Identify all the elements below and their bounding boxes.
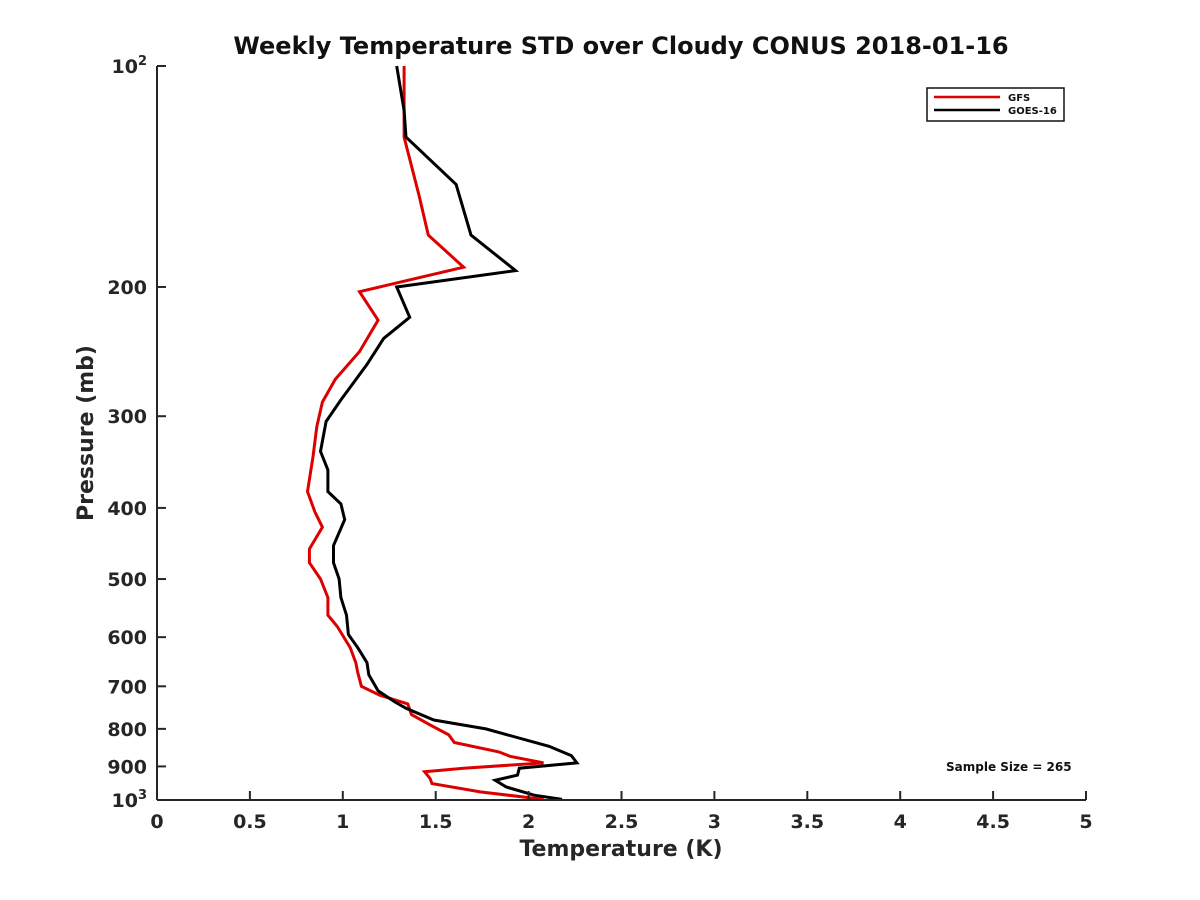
x-tick-label: 0 [150,811,163,833]
y-tick-label: 102 [112,54,148,78]
y-tick-label: 900 [107,756,147,778]
series-layer [305,65,580,801]
x-tick-label: 2 [522,811,535,833]
x-tick-label: 2.5 [605,811,639,833]
x-ticks: 0 0.5 1 1.5 2 2.5 3 3.5 4 4.5 5 [150,791,1093,833]
y-tick-label: 500 [107,569,147,591]
x-tick-label: 3 [708,811,721,833]
chart-title: Weekly Temperature STD over Cloudy CONUS… [233,32,1008,60]
x-tick-label: 1 [336,811,349,833]
plot-area [157,66,1086,800]
x-tick-label: 1.5 [419,811,453,833]
legend: GFS GOES-16 [926,87,1065,122]
legend-box [926,87,1065,122]
sample-size-annotation: Sample Size = 265 [946,760,1072,774]
y-tick-label: 103 [112,788,148,812]
y-tick-label: 300 [107,406,147,428]
y-ticks: 102 200 300 400 500 600 700 800 900 103 [107,54,166,812]
legend-label-goes16: GOES-16 [1008,106,1057,117]
y-axis-label: Pressure (mb) [74,345,99,521]
series-line-gfs [305,66,544,801]
x-tick-label: 4.5 [976,811,1010,833]
y-tick-label: 600 [107,627,147,649]
series-line-goes16 [318,65,580,801]
legend-label-gfs: GFS [1008,93,1030,104]
y-tick-label: 200 [107,277,147,299]
x-tick-label: 5 [1079,811,1092,833]
x-tick-label: 3.5 [790,811,824,833]
x-tick-label: 0.5 [233,811,267,833]
x-axis-label: Temperature (K) [519,837,722,862]
y-tick-label: 400 [107,498,147,520]
y-tick-label: 700 [107,676,147,698]
y-tick-label: 800 [107,719,147,741]
x-tick-label: 4 [894,811,907,833]
